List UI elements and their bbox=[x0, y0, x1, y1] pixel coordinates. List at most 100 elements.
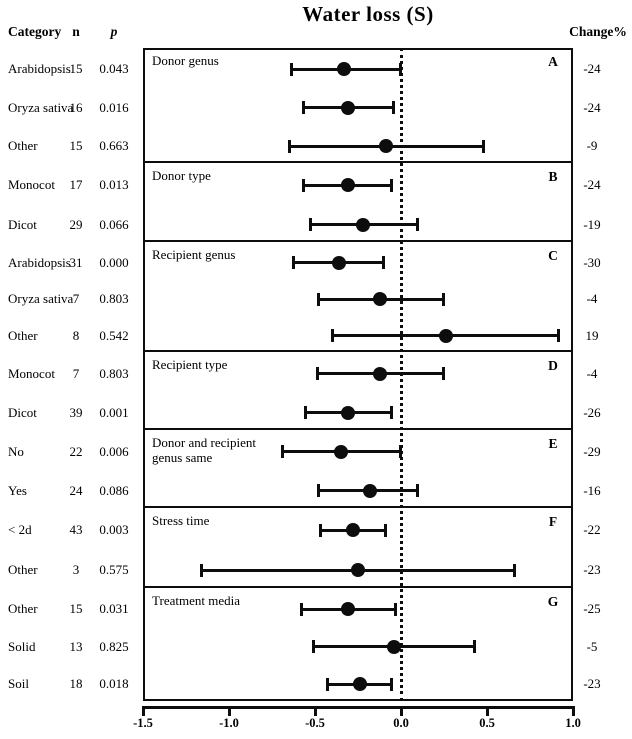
category-label: Arabidopsis bbox=[8, 254, 71, 270]
p-value: 0.803 bbox=[99, 291, 129, 307]
figure-title: Water loss (S) bbox=[302, 2, 434, 26]
n-value: 7 bbox=[72, 291, 80, 307]
mean-dot bbox=[363, 483, 378, 498]
category-label: Dicot bbox=[8, 216, 37, 232]
x-tick bbox=[313, 706, 317, 716]
p-value: 0.663 bbox=[99, 138, 129, 154]
n-value: 3 bbox=[72, 562, 80, 578]
error-bar-cap-left bbox=[317, 292, 321, 306]
p-value: 0.016 bbox=[99, 99, 129, 115]
mean-dot bbox=[337, 62, 352, 77]
change-percent-value: -25 bbox=[583, 601, 601, 617]
change-percent-value: -4 bbox=[586, 365, 598, 381]
n-value: 17 bbox=[69, 177, 83, 193]
n-value: 7 bbox=[72, 365, 80, 381]
panel-label: Recipient genus bbox=[152, 247, 236, 262]
panel-letter: C bbox=[548, 248, 558, 263]
error-bar-cap-right bbox=[557, 329, 561, 343]
p-value: 0.542 bbox=[99, 327, 129, 343]
change-percent-value: -24 bbox=[583, 177, 601, 193]
mean-dot bbox=[373, 366, 388, 381]
n-value: 24 bbox=[69, 482, 83, 498]
panel-box-F bbox=[143, 508, 573, 588]
mean-dot bbox=[340, 178, 355, 193]
category-label: Arabidopsis bbox=[8, 61, 71, 77]
change-percent-value: -16 bbox=[583, 482, 601, 498]
panel-letter: G bbox=[547, 594, 559, 609]
mean-dot bbox=[333, 444, 348, 459]
category-label: Yes bbox=[8, 482, 27, 498]
mean-dot bbox=[356, 217, 371, 232]
category-label: No bbox=[8, 443, 24, 459]
mean-dot bbox=[352, 677, 367, 692]
error-bar-cap-right bbox=[381, 256, 385, 270]
n-value: 15 bbox=[69, 601, 83, 617]
x-tick bbox=[485, 706, 489, 716]
panel-label: Recipient type bbox=[152, 357, 228, 372]
category-label: Solid bbox=[8, 638, 36, 654]
category-label: Other bbox=[8, 562, 38, 578]
panel-letter: D bbox=[548, 358, 558, 373]
error-bar-cap-left bbox=[288, 139, 292, 153]
x-tick-label: 0.0 bbox=[393, 716, 409, 730]
mean-dot bbox=[373, 292, 388, 307]
change-percent-value: 19 bbox=[585, 327, 599, 343]
mean-dot bbox=[332, 255, 347, 270]
panel-label: Donor genus bbox=[152, 53, 219, 68]
error-bar-cap-right bbox=[472, 640, 476, 654]
error-bar-cap-right bbox=[390, 406, 394, 420]
panel-box-B bbox=[143, 163, 573, 242]
panel-box-C bbox=[143, 242, 573, 352]
table-header-n: n bbox=[72, 24, 80, 39]
error-bar-cap-left bbox=[303, 406, 307, 420]
mean-dot bbox=[378, 139, 393, 154]
x-tick bbox=[141, 706, 145, 716]
error-bar-cap-left bbox=[301, 178, 305, 192]
change-percent-value: -23 bbox=[583, 676, 601, 692]
n-value: 8 bbox=[72, 327, 80, 343]
x-tick bbox=[227, 706, 231, 716]
x-tick-label: 1.0 bbox=[565, 716, 581, 730]
panel-letter: E bbox=[548, 436, 558, 451]
panel-label: Stress time bbox=[152, 513, 210, 528]
error-bar-cap-right bbox=[390, 677, 394, 691]
n-value: 43 bbox=[69, 522, 83, 538]
p-value: 0.001 bbox=[99, 404, 129, 420]
n-value: 39 bbox=[69, 404, 83, 420]
error-bar-cap-left bbox=[200, 563, 204, 577]
panel-label: Donor and recipient genus same bbox=[152, 435, 256, 465]
category-label: Oryza sativa bbox=[8, 291, 74, 307]
change-percent-header: Change% bbox=[569, 24, 627, 39]
error-bar-cap-left bbox=[300, 602, 304, 616]
error-bar-cap-left bbox=[312, 640, 316, 654]
p-value: 0.031 bbox=[99, 601, 129, 617]
category-label: Monocot bbox=[8, 365, 55, 381]
table-header-p: p bbox=[110, 24, 118, 39]
error-bar-cap-right bbox=[416, 484, 420, 498]
error-bar-cap-left bbox=[319, 523, 323, 537]
error-bar-cap-left bbox=[301, 101, 305, 115]
n-value: 16 bbox=[69, 99, 83, 115]
panel-label: Treatment media bbox=[152, 593, 240, 608]
x-axis bbox=[142, 706, 574, 709]
x-tick-label: -0.5 bbox=[305, 716, 325, 730]
error-bar-cap-left bbox=[326, 677, 330, 691]
n-value: 18 bbox=[69, 676, 83, 692]
category-label: Oryza sativa bbox=[8, 99, 74, 115]
n-value: 29 bbox=[69, 216, 83, 232]
change-percent-value: -19 bbox=[583, 216, 601, 232]
change-percent-value: -5 bbox=[586, 638, 598, 654]
p-value: 0.066 bbox=[99, 216, 129, 232]
p-value: 0.000 bbox=[99, 254, 129, 270]
change-percent-value: -9 bbox=[586, 138, 598, 154]
p-value: 0.825 bbox=[99, 638, 129, 654]
p-value: 0.575 bbox=[99, 562, 129, 578]
panel-box-E bbox=[143, 430, 573, 508]
error-bar-cap-left bbox=[317, 484, 321, 498]
p-value: 0.013 bbox=[99, 177, 129, 193]
p-value: 0.003 bbox=[99, 522, 129, 538]
category-label: Other bbox=[8, 138, 38, 154]
panel-letter: B bbox=[548, 169, 558, 184]
error-bar-cap-right bbox=[393, 602, 397, 616]
